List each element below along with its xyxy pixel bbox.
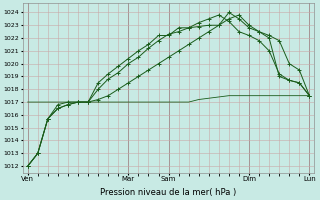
X-axis label: Pression niveau de la mer( hPa ): Pression niveau de la mer( hPa ) <box>100 188 237 197</box>
